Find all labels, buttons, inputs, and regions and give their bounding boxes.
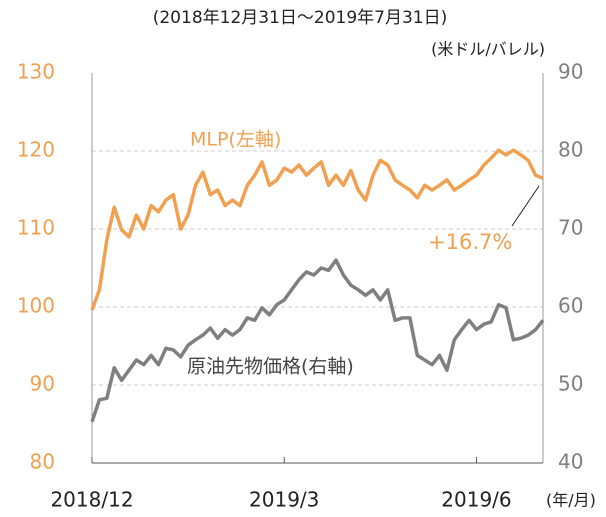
y-tick-label: 110 (17, 216, 55, 240)
annotation: MLP(左軸) (190, 129, 281, 151)
subtitle: (2018年12月31日～2019年7月31日) (153, 8, 448, 28)
x-tick-label: 2018/12 (50, 488, 133, 512)
series-line (90, 148, 544, 311)
y2-axis-label: (米ドル/バレル) (431, 40, 545, 59)
y-tick-label: 100 (17, 294, 55, 318)
y2-tick-label: 70 (558, 216, 583, 240)
annotation: 原油先物価格(右軸) (187, 356, 354, 378)
y-tick-label: 120 (17, 138, 55, 162)
annotation: +16.7% (428, 230, 512, 254)
y2-tick-label: 80 (558, 138, 583, 162)
y-tick-label: 130 (17, 60, 55, 84)
y-tick-label: 80 (30, 450, 55, 474)
x-tick-label: 2019/6 (441, 488, 511, 512)
y2-tick-label: 60 (558, 294, 583, 318)
series-line (90, 258, 545, 423)
y2-tick-label: 50 (558, 372, 583, 396)
y2-tick-label: 40 (558, 450, 583, 474)
leader-line (511, 185, 540, 227)
x-axis-label: (年/月) (546, 491, 596, 510)
x-tick-label: 2019/3 (249, 488, 319, 512)
y2-tick-label: 90 (558, 60, 583, 84)
y-tick-label: 90 (30, 372, 55, 396)
